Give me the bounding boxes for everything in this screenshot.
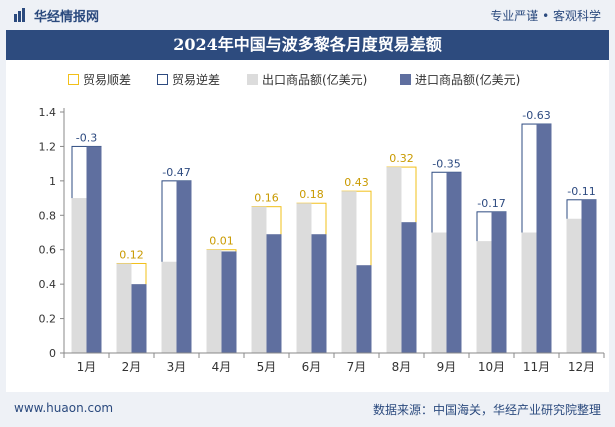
export-bar <box>161 261 177 353</box>
export-bar <box>116 263 132 353</box>
y-tick-label: 1 <box>49 175 56 188</box>
chart: 贸易顺差 贸易逆差 出口商品额(亿美元) 进口商品额(亿美元) 00.20.40.60… <box>39 72 605 374</box>
bars: -0.3 0.12 -0.47 0.01 0.16 0.18 0.43 0.32 -0.35 -0… <box>71 109 597 354</box>
top-bar: 华经情报网 专业严谨 • 客观科学 <box>0 0 615 30</box>
import-bar <box>176 180 192 353</box>
legend-swatch <box>400 74 411 85</box>
import-bar <box>581 199 597 353</box>
legend-swatch <box>68 74 79 85</box>
x-tick-label: 1月 <box>77 360 97 374</box>
legend-swatch <box>157 74 168 85</box>
balance-label: -0.11 <box>567 185 595 198</box>
y-axis: 0 0.2 0.4 0.6 0.8 1 1.2 1.4 <box>39 106 65 360</box>
x-tick-label: 7月 <box>347 360 367 374</box>
y-tick-label: 0.2 <box>39 313 57 326</box>
balance-label: -0.35 <box>432 157 460 170</box>
export-bar <box>341 191 357 353</box>
import-bar <box>86 146 102 353</box>
legend: 贸易顺差 贸易逆差 出口商品额(亿美元) 进口商品额(亿美元) <box>68 72 520 87</box>
legend-label: 贸易顺差 <box>83 73 131 87</box>
import-bar <box>356 265 372 353</box>
x-tick-label: 9月 <box>437 360 457 374</box>
footer: www.huaon.com 数据来源：中国海关，华经产业研究院整理 <box>0 392 615 427</box>
x-tick-label: 3月 <box>167 360 187 374</box>
balance-label: 0.12 <box>119 248 144 261</box>
balance-label: -0.17 <box>477 197 505 210</box>
import-bar <box>221 251 237 353</box>
x-tick-label: 2月 <box>122 360 142 374</box>
export-bar <box>521 232 537 353</box>
legend-label: 出口商品额(亿美元) <box>262 72 367 87</box>
export-bar <box>431 232 447 353</box>
balance-label: -0.3 <box>76 131 97 144</box>
website-link[interactable]: www.huaon.com <box>14 401 114 415</box>
balance-label: 0.18 <box>299 188 324 201</box>
y-tick-label: 0.6 <box>39 244 57 257</box>
balance-label: -0.47 <box>162 166 190 179</box>
balance-label: 0.16 <box>254 192 279 205</box>
x-axis: 1月 2月 3月 4月 5月 6月 7月 8月 9月 10月 11月 12月 <box>63 352 605 374</box>
chart-title: 2024年中国与波多黎各月度贸易差额 <box>173 35 442 54</box>
export-bar <box>476 241 492 353</box>
chart-panel: 贸易顺差 贸易逆差 出口商品额(亿美元) 进口商品额(亿美元) 0 0.2 0.4 0.6 0… <box>6 60 609 392</box>
import-bar <box>446 172 462 353</box>
import-bar <box>311 234 327 353</box>
tagline: 专业严谨 • 客观科学 <box>490 9 601 23</box>
data-source: 数据来源：中国海关，华经产业研究院整理 <box>372 403 601 417</box>
y-tick-label: 0.4 <box>39 278 57 291</box>
y-tick-label: 0.8 <box>39 209 57 222</box>
import-bar <box>491 211 507 353</box>
x-tick-label: 4月 <box>212 360 232 374</box>
legend-label: 进口商品额(亿美元) <box>415 72 520 87</box>
balance-label: 0.32 <box>389 152 414 165</box>
balance-label: -0.63 <box>522 109 550 122</box>
brand-name: 华经情报网 <box>34 10 100 25</box>
y-tick-label: 0 <box>49 347 56 360</box>
x-tick-label: 11月 <box>523 360 550 374</box>
x-tick-label: 10月 <box>478 360 505 374</box>
y-tick-label: 1.2 <box>39 140 57 153</box>
x-tick-label: 5月 <box>257 360 277 374</box>
x-tick-label: 6月 <box>302 360 322 374</box>
import-bar <box>401 222 417 353</box>
export-bar <box>71 198 87 353</box>
export-bar <box>566 218 582 353</box>
import-bar <box>266 234 282 353</box>
export-bar <box>386 167 402 353</box>
logo-icon <box>14 8 25 22</box>
title-bar: 2024年中国与波多黎各月度贸易差额 <box>6 30 609 60</box>
legend-swatch <box>247 74 258 85</box>
x-tick-label: 12月 <box>568 360 595 374</box>
export-bar <box>296 203 312 353</box>
export-bar <box>206 249 222 353</box>
balance-label: 0.43 <box>344 176 369 189</box>
legend-label: 贸易逆差 <box>172 72 220 87</box>
x-tick-label: 8月 <box>392 360 412 374</box>
import-bar <box>131 284 147 353</box>
import-bar <box>536 124 552 353</box>
y-tick-label: 1.4 <box>39 106 57 119</box>
export-bar <box>251 206 267 353</box>
balance-label: 0.01 <box>209 235 234 248</box>
